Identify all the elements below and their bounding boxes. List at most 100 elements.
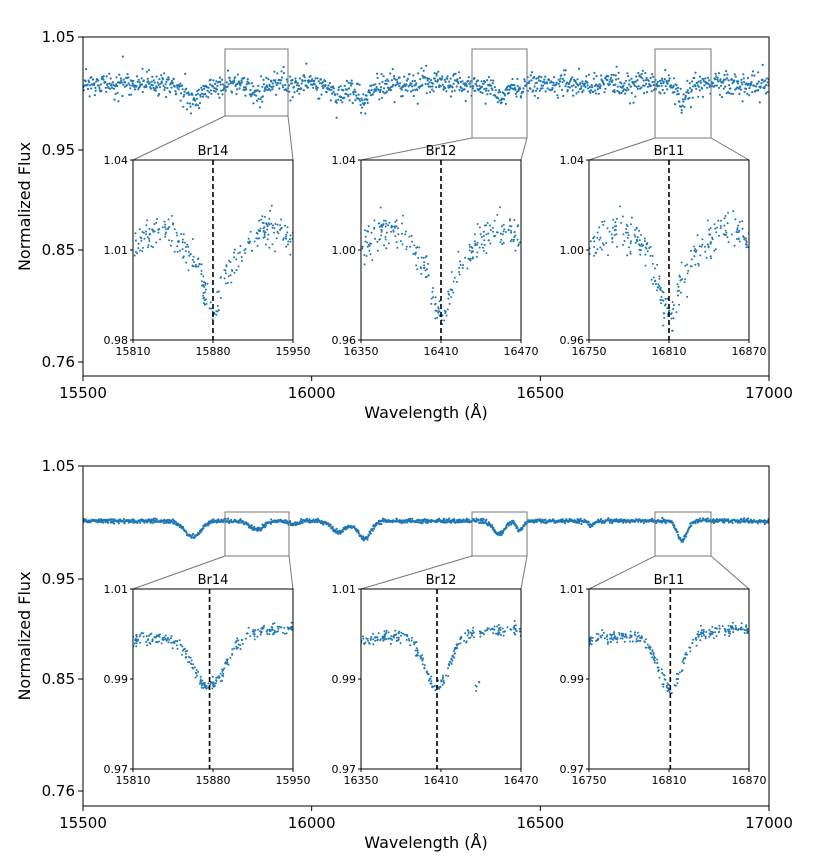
data-point [295, 84, 298, 87]
inset-data-point [494, 234, 497, 237]
inset-data-point [649, 652, 652, 654]
data-point [664, 68, 667, 72]
inset-data-point [658, 275, 661, 278]
data-point [296, 89, 299, 93]
inset-data-point [473, 240, 476, 243]
data-point [629, 85, 633, 88]
inset-data-point [283, 626, 286, 629]
data-point [88, 95, 91, 98]
inset-data-point [693, 249, 696, 252]
x-axis-label: Wavelength (Å) [364, 403, 487, 422]
inset-data-point [640, 635, 643, 638]
inset-data-point [138, 635, 141, 638]
inset-data-point [497, 629, 500, 632]
data-point [291, 78, 294, 82]
data-point [226, 69, 230, 72]
data-point [128, 84, 131, 87]
inset-data-point [719, 227, 722, 230]
data-point [480, 85, 484, 88]
inset-data-point [696, 633, 699, 636]
data-point [370, 84, 373, 87]
inset-data-point [711, 630, 714, 633]
inset-data-point [501, 627, 504, 630]
data-point [673, 525, 676, 528]
data-point [761, 78, 764, 81]
inset-data-point [517, 243, 520, 246]
data-point [513, 84, 516, 87]
data-point [453, 89, 456, 92]
inset-data-point [194, 676, 197, 679]
inset-data-point [401, 222, 403, 225]
data-point [643, 84, 646, 87]
data-point [713, 84, 717, 87]
data-point [300, 518, 303, 521]
data-point [259, 106, 262, 109]
data-point [613, 91, 616, 94]
inset-data-point [656, 289, 658, 292]
data-point [352, 90, 356, 93]
data-point [682, 93, 685, 96]
inset-data-point [475, 255, 478, 258]
data-point [516, 84, 519, 88]
inset-data-point [484, 224, 486, 227]
inset-data-point [136, 252, 139, 255]
inset-data-point [667, 683, 670, 686]
inset-data-point [376, 240, 379, 243]
inset-data-point [704, 635, 707, 638]
inset-data-point [180, 233, 183, 235]
data-point [217, 93, 220, 96]
inset-data-point [473, 636, 475, 639]
inset-data-point [663, 674, 666, 677]
data-point [514, 523, 517, 527]
data-point [270, 86, 273, 89]
data-point [389, 72, 392, 75]
data-point [207, 86, 210, 89]
inset-data-point [157, 231, 160, 234]
data-point [719, 79, 722, 83]
data-point [329, 99, 332, 102]
data-point [730, 92, 733, 95]
inset-data-point [229, 261, 232, 264]
inset-data-point [506, 626, 509, 629]
data-point [536, 87, 539, 90]
inset-data-point [484, 629, 487, 632]
inset-data-point [732, 631, 735, 634]
data-point [114, 85, 117, 88]
data-point [196, 89, 199, 93]
data-point [726, 77, 729, 80]
data-point [448, 517, 451, 520]
data-point [467, 79, 470, 82]
inset-y-tick-label: 0.96 [560, 334, 585, 347]
inset-data-point [377, 222, 380, 225]
inset-data-point [223, 667, 226, 670]
data-point [97, 84, 101, 87]
data-point [258, 90, 261, 93]
inset-data-point [427, 274, 430, 277]
data-point [215, 80, 218, 83]
inset-data-point [445, 674, 447, 677]
inset-data-point [503, 228, 506, 231]
data-point [672, 77, 676, 80]
inset-data-point [170, 239, 173, 242]
inset-data-point [476, 251, 479, 254]
inset-data-point [486, 627, 489, 630]
data-point [572, 84, 575, 87]
inset-data-point [518, 630, 521, 633]
inset-data-point [743, 632, 746, 634]
data-point [298, 92, 301, 95]
inset-data-point [415, 641, 418, 644]
inset-data-point [601, 220, 604, 223]
inset-data-point [415, 246, 418, 249]
inset-data-point [167, 641, 170, 644]
data-point [392, 75, 396, 78]
data-point [563, 522, 567, 525]
data-point [332, 87, 336, 90]
inset-data-point [627, 234, 630, 237]
inset-x-tick-label: 16350 [344, 345, 379, 358]
data-point [210, 92, 213, 95]
inset-data-point [711, 625, 714, 628]
inset-data-point [659, 288, 662, 291]
inset-data-point [446, 308, 449, 311]
data-point [586, 81, 589, 84]
data-point [195, 103, 198, 106]
